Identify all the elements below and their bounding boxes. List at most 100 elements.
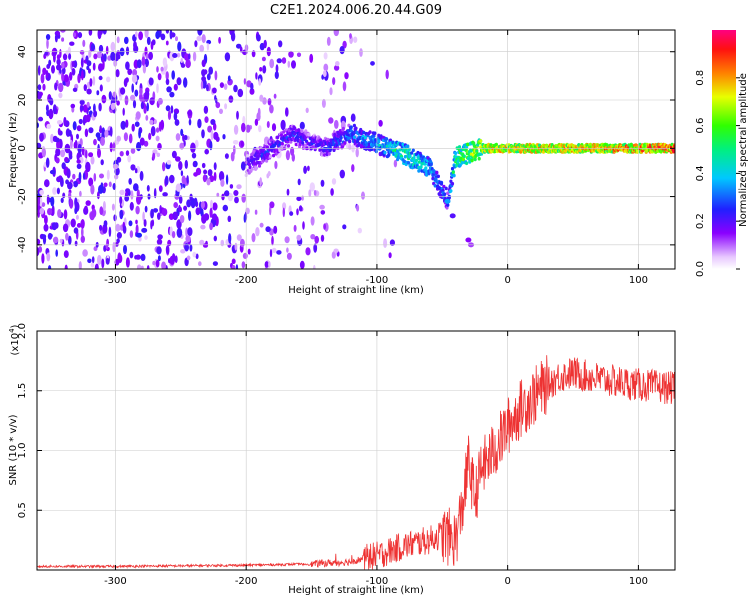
spectrogram-cell [406, 144, 410, 148]
spectrogram-cell [146, 36, 151, 46]
spectrogram-cell [57, 209, 62, 218]
spectrogram-x-tick-label: -300 [104, 275, 127, 286]
spectrogram-cell [39, 197, 43, 207]
spectrogram-cell [201, 59, 206, 68]
spectrogram-cell [116, 238, 120, 244]
spectrogram-y-tick-label: -20 [17, 188, 28, 204]
spectrogram-cell [157, 142, 162, 151]
spectrogram-cell [227, 215, 232, 222]
spectrogram-cell [141, 56, 146, 66]
spectrogram-cell [148, 51, 154, 61]
spectrogram-cell [269, 249, 273, 258]
spectrogram-cell [64, 264, 68, 269]
spectrogram-cell [125, 119, 129, 128]
spectrogram-cell [290, 146, 295, 156]
spectrogram-cell [61, 162, 66, 170]
spectrogram-cell [298, 142, 302, 147]
spectrogram-cell [175, 133, 181, 141]
spectrogram-cell [255, 72, 258, 80]
spectrogram-cell [124, 36, 129, 45]
spectrogram-cell [98, 44, 104, 53]
spectrogram-cell [132, 69, 138, 77]
spectrogram-cell [465, 161, 469, 166]
spectrogram-cell [240, 161, 246, 171]
colorbar-tick-label: 0.6 [695, 118, 706, 134]
spectrogram-cell [228, 95, 234, 103]
spectrogram-cell [271, 235, 274, 246]
spectrogram-cell [70, 139, 73, 149]
spectrogram-cell [218, 171, 225, 182]
spectrogram-cell [88, 68, 91, 74]
spectrogram-cell [339, 135, 343, 140]
spectrogram-cell [41, 253, 45, 264]
snr-x-ticks: -300 -200 -100 0 100 [104, 331, 648, 587]
spectrogram-cell [71, 68, 76, 76]
spectrogram-cell [85, 149, 88, 159]
spectrogram-cell [130, 94, 136, 101]
spectrogram-cell [74, 240, 78, 247]
spectrogram-cell [242, 115, 246, 125]
snr-x-tick-label: -200 [235, 576, 258, 587]
spectrogram-cell [439, 181, 444, 185]
spectrogram-cell [210, 129, 214, 141]
spectrogram-cell [230, 31, 236, 42]
spectrogram-cell [139, 87, 143, 96]
spectrogram-cell [224, 103, 228, 110]
spectrogram-cell [200, 201, 205, 209]
spectrogram-cell [142, 211, 145, 222]
spectrogram-cell [172, 211, 178, 221]
spectrogram-cell [151, 39, 156, 46]
spectrogram-cell [473, 157, 477, 162]
spectrogram-cell [37, 84, 42, 91]
spectrogram-cell [475, 149, 479, 153]
spectrogram-cell [44, 215, 48, 225]
spectrogram-cell [362, 130, 366, 135]
spectrogram-cell [341, 126, 345, 131]
spectrogram-cell [298, 205, 303, 212]
spectrogram-cell [76, 163, 82, 169]
spectrogram-cell [297, 128, 301, 132]
spectrogram-cell [80, 235, 86, 243]
spectrogram-cell [176, 227, 183, 238]
spectrogram-cell [45, 157, 50, 168]
spectrogram-cell [90, 184, 95, 195]
spectrogram-cell [202, 243, 209, 248]
spectrogram-cell [258, 78, 262, 86]
spectrogram-cell [155, 259, 160, 268]
spectrogram-cell [414, 158, 418, 163]
spectrogram-cell [86, 101, 90, 108]
spectrogram-cell [155, 127, 160, 133]
spectrogram-cell [83, 84, 88, 92]
spectrogram-cell [477, 156, 481, 161]
spectrogram-cell [222, 204, 228, 212]
spectrogram-cell [239, 46, 243, 53]
spectrogram-cell [72, 173, 76, 180]
spectrogram-cell [90, 262, 95, 268]
spectrogram-cell [210, 119, 216, 125]
spectrogram-cell [175, 183, 182, 192]
spectrogram-cell [150, 126, 156, 137]
spectrogram-cell [212, 261, 218, 266]
spectrogram-cell [233, 84, 238, 93]
spectrogram-cell [171, 150, 177, 159]
spectrogram-cell [68, 154, 73, 160]
spectrogram-cell [187, 227, 193, 237]
spectrogram-cell [220, 179, 225, 187]
spectrogram-cell [104, 129, 109, 138]
spectrogram-cell [61, 72, 65, 82]
spectrogram-cell [119, 195, 123, 205]
spectrogram-cell [412, 156, 416, 160]
spectrogram-cell [251, 233, 256, 243]
spectrogram-cell [145, 115, 149, 121]
spectrogram-cell [55, 148, 61, 157]
spectrogram-cell [125, 46, 130, 56]
spectrogram-cell [137, 264, 142, 269]
spectrogram-cell [250, 82, 254, 91]
spectrogram-cell [58, 92, 63, 99]
spectrogram-cell [310, 234, 316, 240]
spectrogram-cell [167, 110, 172, 120]
spectrogram-cell [114, 258, 120, 266]
spectrogram-cell [302, 221, 305, 230]
spectrogram-cell [209, 140, 213, 151]
